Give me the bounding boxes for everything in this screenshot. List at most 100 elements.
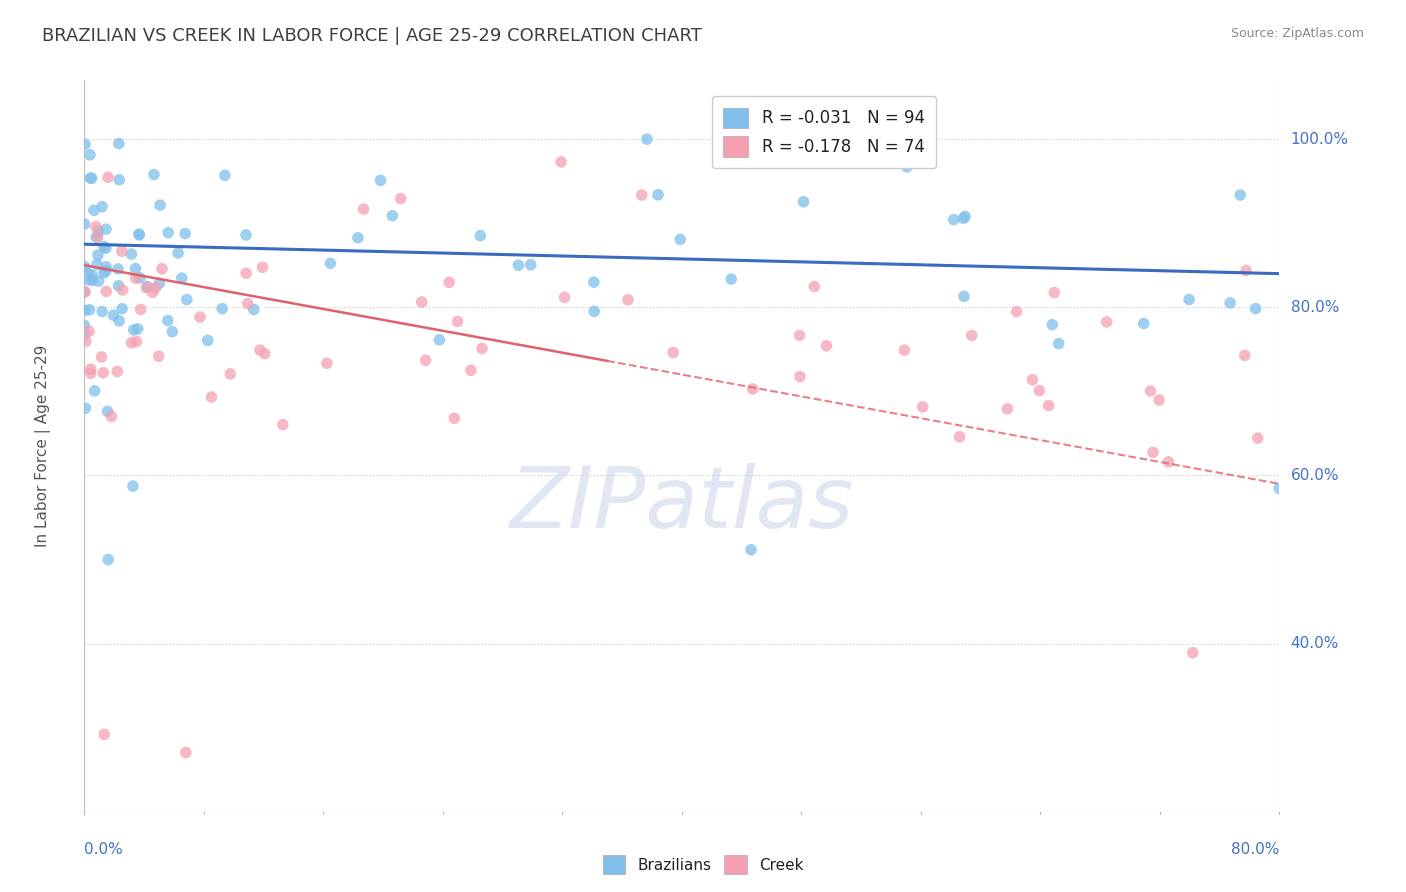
Point <box>87 224 110 238</box>
Point <box>75 334 97 349</box>
Point <box>122 479 145 493</box>
Point <box>1142 445 1164 459</box>
Point <box>508 258 530 272</box>
Point <box>1147 392 1170 407</box>
Text: ZIPatlas: ZIPatlas <box>510 463 853 546</box>
Point <box>97 552 120 566</box>
Point <box>942 212 965 227</box>
Text: In Labor Force | Age 25-29: In Labor Force | Age 25-29 <box>35 345 51 547</box>
Point <box>252 260 274 275</box>
Point <box>120 335 142 350</box>
Text: 0.0%: 0.0% <box>84 842 124 857</box>
Point <box>1040 318 1063 332</box>
Point <box>948 430 970 444</box>
Point <box>111 244 134 259</box>
Legend: Brazilians, Creek: Brazilians, Creek <box>596 849 810 880</box>
Text: 40.0%: 40.0% <box>1291 636 1339 651</box>
Point <box>793 194 815 209</box>
Point <box>381 209 404 223</box>
Point <box>1181 646 1204 660</box>
Point <box>129 271 152 285</box>
Point <box>1233 348 1256 362</box>
Point <box>995 401 1018 416</box>
Point <box>953 210 976 224</box>
Point <box>271 417 294 432</box>
Point <box>73 303 96 318</box>
Point <box>200 390 222 404</box>
Point <box>162 325 184 339</box>
Point <box>550 155 572 169</box>
Point <box>80 362 103 376</box>
Point <box>1047 336 1070 351</box>
Point <box>87 248 110 262</box>
Point <box>156 313 179 327</box>
Point <box>253 346 276 360</box>
Point <box>211 301 233 316</box>
Point <box>904 132 927 146</box>
Point <box>94 241 117 255</box>
Point <box>75 137 97 152</box>
Point <box>720 272 742 286</box>
Point <box>90 350 112 364</box>
Point <box>1043 285 1066 300</box>
Point <box>582 275 605 289</box>
Point <box>669 232 692 246</box>
Point <box>87 274 110 288</box>
Point <box>148 277 170 291</box>
Point <box>129 302 152 317</box>
Point <box>519 258 541 272</box>
Point <box>91 366 114 380</box>
Point <box>128 227 150 241</box>
Point <box>1005 304 1028 318</box>
Point <box>107 261 129 276</box>
Point <box>125 334 148 349</box>
Point <box>124 271 146 285</box>
Text: 60.0%: 60.0% <box>1291 468 1339 483</box>
Point <box>188 310 211 325</box>
Point <box>73 217 96 231</box>
Text: 100.0%: 100.0% <box>1291 132 1348 146</box>
Point <box>94 264 117 278</box>
Point <box>460 363 482 377</box>
Point <box>77 324 100 338</box>
Point <box>197 334 219 348</box>
Point <box>128 227 150 242</box>
Point <box>127 322 149 336</box>
Point <box>120 247 142 261</box>
Point <box>647 187 669 202</box>
Point <box>1038 399 1060 413</box>
Point <box>84 219 107 234</box>
Point <box>1268 482 1291 496</box>
Point <box>960 328 983 343</box>
Point <box>662 345 685 359</box>
Point <box>149 198 172 212</box>
Legend: R = -0.031   N = 94, R = -0.178   N = 74: R = -0.031 N = 94, R = -0.178 N = 74 <box>711 96 936 169</box>
Point <box>73 260 96 274</box>
Point <box>1028 384 1050 398</box>
Point <box>411 295 433 310</box>
Point <box>952 211 974 226</box>
Point <box>97 170 120 185</box>
Point <box>167 246 190 260</box>
Point <box>370 173 392 187</box>
Point <box>617 293 640 307</box>
Point <box>79 148 101 162</box>
Point <box>235 266 257 280</box>
Text: 80.0%: 80.0% <box>1232 842 1279 857</box>
Point <box>789 328 811 343</box>
Point <box>135 281 157 295</box>
Point <box>243 302 266 317</box>
Point <box>75 401 97 416</box>
Point <box>249 343 271 357</box>
Point <box>103 308 125 322</box>
Point <box>214 169 236 183</box>
Point <box>148 349 170 363</box>
Point <box>143 168 166 182</box>
Point <box>84 230 107 244</box>
Point <box>1095 315 1118 329</box>
Point <box>82 273 104 287</box>
Point <box>815 339 838 353</box>
Point <box>176 293 198 307</box>
Point <box>429 333 451 347</box>
Point <box>446 314 468 328</box>
